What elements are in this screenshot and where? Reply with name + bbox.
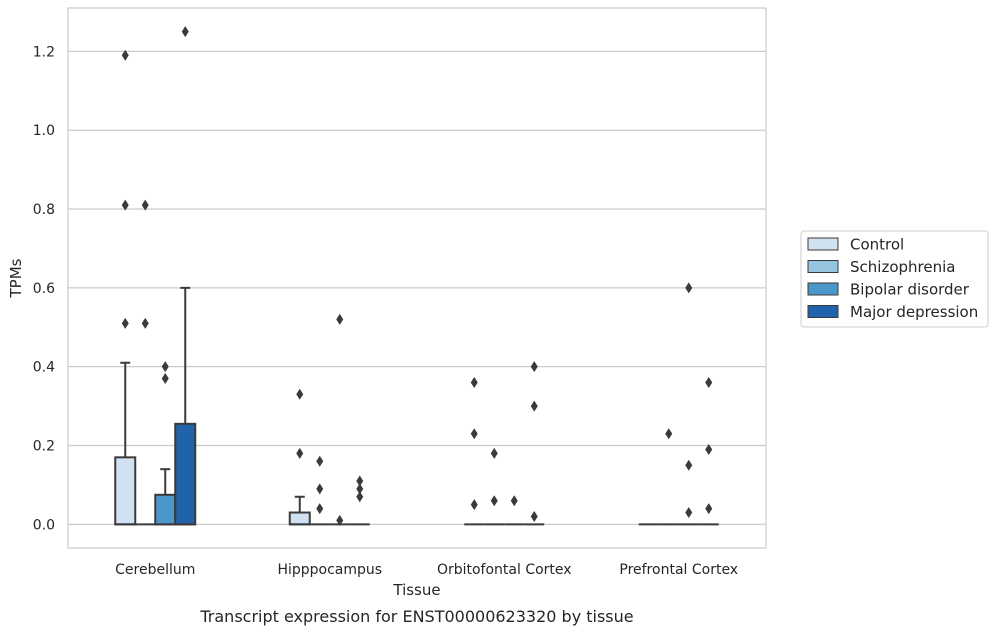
x-tick-label: Orbitofontal Cortex: [437, 562, 572, 578]
outlier-point: [685, 282, 693, 294]
outlier-point: [316, 455, 324, 467]
outlier-point: [121, 199, 129, 211]
outlier-point: [336, 313, 344, 325]
box-group: [174, 26, 197, 526]
box-group: [678, 282, 699, 526]
outlier-point: [490, 447, 498, 459]
outlier-point: [356, 475, 364, 487]
outlier-point: [356, 491, 364, 503]
outlier-point: [296, 447, 304, 459]
legend-swatch: [807, 305, 839, 318]
outlier-point: [470, 428, 478, 440]
x-tick-label: Hipppocampus: [277, 562, 382, 578]
outlier-point: [530, 510, 538, 522]
legend: Control Schizophrenia Bipolar disorder Majo…: [800, 230, 989, 328]
box-group: [484, 447, 505, 526]
outlier-point: [121, 317, 129, 329]
y-tick-label: 0.2: [33, 439, 55, 455]
outlier-point: [685, 507, 693, 519]
box-group: [504, 495, 525, 526]
outlier-point: [470, 376, 478, 388]
box: [114, 456, 137, 526]
box-group: [288, 388, 311, 526]
y-tick-labels: 0.0 0.2 0.4 0.6 0.8 1.0 1.2: [33, 44, 55, 533]
outlier-point: [665, 428, 673, 440]
box-group: [349, 475, 370, 526]
y-tick-label: 1.2: [33, 44, 55, 60]
outlier-point: [705, 443, 713, 455]
plot-frame: [67, 7, 767, 549]
outlier-point: [296, 388, 304, 400]
y-tick-label: 0.6: [33, 281, 55, 297]
outlier-point: [490, 495, 498, 507]
box-group: [658, 428, 679, 526]
outlier-point: [685, 459, 693, 471]
outlier-point: [530, 400, 538, 412]
y-tick-label: 1.0: [33, 123, 55, 139]
legend-swatch: [807, 260, 839, 273]
legend-swatch: [807, 282, 839, 296]
legend-label: Schizophrenia: [850, 258, 955, 276]
outlier-point: [705, 376, 713, 388]
outlier-point: [705, 503, 713, 515]
box: [288, 511, 311, 526]
outlier-point: [161, 373, 169, 385]
x-tick-labels: Cerebellum Hipppocampus Orbitofontal Corte…: [115, 562, 738, 578]
legend-label: Major depression: [850, 303, 978, 321]
x-tick-label: Cerebellum: [115, 562, 195, 578]
plot-background: [68, 8, 766, 548]
outlier-point: [121, 49, 129, 61]
outlier-point: [530, 361, 538, 373]
outlier-point: [161, 361, 169, 373]
outlier-point: [316, 483, 324, 495]
x-tick-label: Prefrontal Cortex: [619, 562, 738, 578]
box-group: [464, 376, 485, 526]
box-series: [114, 26, 719, 526]
legend-label: Bipolar disorder: [850, 281, 970, 299]
outlier-point: [181, 26, 189, 38]
box-group: [698, 376, 719, 526]
outlier-point: [316, 503, 324, 515]
y-tick-label: 0.4: [33, 360, 55, 376]
outlier-point: [470, 499, 478, 511]
legend-frame: [800, 230, 989, 328]
box-group: [114, 49, 137, 526]
box: [154, 493, 177, 526]
legend-label: Control: [850, 236, 904, 254]
y-axis-title: TPMs: [7, 258, 25, 298]
chart-caption: Transcript expression for ENST0000062332…: [199, 607, 633, 626]
outlier-point: [141, 317, 149, 329]
outlier-point: [336, 514, 344, 526]
box-group: [524, 361, 545, 526]
x-axis-title: Tissue: [392, 581, 440, 599]
box-group: [135, 199, 156, 526]
box-group: [309, 455, 330, 526]
outlier-point: [141, 199, 149, 211]
legend-swatch: [807, 237, 839, 251]
y-tick-label: 0.0: [33, 517, 55, 533]
outlier-point: [510, 495, 518, 507]
y-tick-label: 0.8: [33, 202, 55, 218]
box: [174, 422, 197, 526]
outlier-point: [356, 483, 364, 495]
box-group: [329, 313, 350, 526]
box-group: [154, 361, 177, 526]
